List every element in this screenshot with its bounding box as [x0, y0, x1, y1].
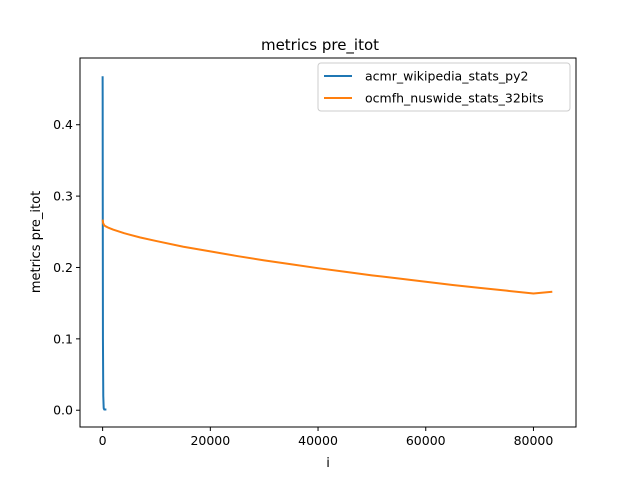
y-axis-label: metrics pre_itot — [29, 191, 44, 293]
x-axis-label: i — [326, 456, 330, 471]
x-tick-label: 20000 — [190, 433, 230, 448]
series-line-2 — [101, 219, 553, 295]
x-tick-label: 40000 — [298, 433, 338, 448]
axes: 0 20000 40000 60000 80000 0.0 0.1 0.2 0.3 0.4 — [53, 57, 577, 448]
legend-label-2: ocmfh_nuswide_stats_32bits — [365, 91, 544, 106]
x-tick-label: 80000 — [514, 433, 554, 448]
chart-title: metrics pre_itot — [261, 36, 379, 55]
y-tick-label: 0.2 — [53, 260, 73, 275]
legend: acmr_wikipedia_stats_py2 ocmfh_nuswide_st… — [317, 62, 571, 112]
plot-area — [101, 76, 553, 411]
x-tick-label: 60000 — [406, 433, 446, 448]
legend-label-1: acmr_wikipedia_stats_py2 — [365, 69, 528, 84]
y-tick-label: 0.1 — [53, 331, 73, 346]
series-line-1 — [101, 76, 107, 411]
legend-box — [317, 62, 571, 112]
y-tick-label: 0.0 — [53, 403, 73, 418]
x-tick-label: 0 — [99, 433, 107, 448]
y-tick-label: 0.3 — [53, 189, 73, 204]
y-tick-label: 0.4 — [53, 117, 73, 132]
axes-frame — [79, 57, 577, 428]
